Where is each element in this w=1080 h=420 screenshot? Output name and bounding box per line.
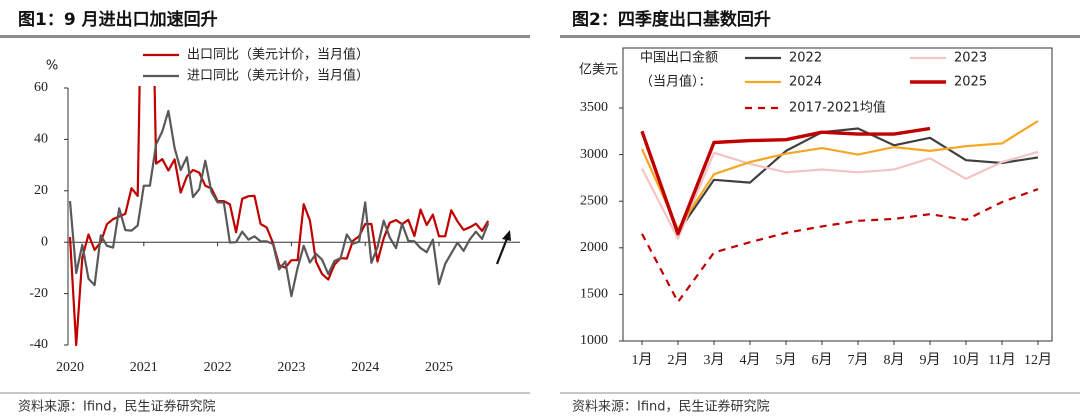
x-tick-label: 9月 (920, 352, 941, 368)
x-tick-label: 2月 (668, 352, 689, 368)
legend-title: （当月值）： (640, 74, 712, 90)
legend-label: 2022 (789, 51, 822, 66)
x-tick-label: 2021 (130, 360, 158, 375)
source: 资料来源：Ifind，民生证券研究院 (18, 399, 216, 415)
series-group (68, 86, 490, 347)
legend-label: 2017-2021均值 (789, 100, 886, 116)
y-tick-label: -40 (29, 337, 48, 352)
y-tick-label: 3500 (580, 100, 608, 115)
series-line (640, 120, 1039, 231)
x-tick-label: 1月 (632, 352, 653, 368)
legend-label: 进口同比（美元计价，当月值） (187, 68, 369, 84)
x-tick-label: 3月 (704, 352, 725, 368)
y-tick-label: 2500 (580, 193, 608, 208)
arrow-head (502, 230, 511, 241)
series-line (640, 126, 931, 236)
x-tick-label: 10月 (952, 352, 980, 368)
y-unit: 亿美元 (579, 63, 618, 78)
legend-label: 2023 (954, 51, 987, 66)
series-line (68, 109, 490, 298)
y-tick-label: 3000 (580, 147, 608, 162)
y-tick-label: 20 (34, 183, 48, 198)
y-tick-label: 2000 (580, 240, 608, 255)
y-unit: % (46, 59, 58, 74)
chart-title: 图2：四季度出口基数回升 (572, 9, 771, 30)
source: 资料来源：Ifind，民生证券研究院 (572, 399, 770, 415)
title-rule (560, 35, 1080, 38)
arrow (495, 235, 510, 265)
x-tick-label: 2025 (425, 360, 453, 375)
y-tick-label: 0 (41, 234, 48, 249)
x-tick-label: 5月 (776, 352, 797, 368)
y-tick-label: 40 (34, 132, 48, 147)
chart-title: 图1：9 月进出口加速回升 (18, 9, 218, 30)
series-line (640, 127, 1039, 234)
y-tick-label: 60 (34, 80, 48, 95)
legend-title: 中国出口金额 (640, 50, 718, 66)
y-tick-label: 1500 (580, 287, 608, 302)
series-group (640, 120, 1039, 303)
x-tick-label: 2020 (56, 360, 84, 375)
x-tick-label: 12月 (1024, 352, 1052, 368)
x-tick-label: 8月 (884, 352, 905, 368)
legend-label: 出口同比（美元计价，当月值） (187, 47, 369, 63)
plot-frame (622, 47, 1053, 342)
x-tick-label: 11月 (988, 352, 1015, 368)
y-tick-label: -20 (29, 286, 48, 301)
series-line (641, 188, 1039, 303)
y-tick-label: 1000 (580, 333, 608, 348)
series-line (641, 150, 1039, 240)
x-tick-label: 4月 (740, 352, 761, 368)
legend-label: 2025 (954, 75, 987, 90)
title-rule (0, 35, 530, 38)
x-tick-label: 6月 (812, 352, 833, 368)
legend-label: 2024 (789, 75, 822, 90)
x-tick-label: 2024 (351, 360, 379, 375)
x-tick-label: 2022 (204, 360, 232, 375)
x-tick-label: 2023 (277, 360, 305, 375)
x-tick-label: 7月 (848, 352, 869, 368)
